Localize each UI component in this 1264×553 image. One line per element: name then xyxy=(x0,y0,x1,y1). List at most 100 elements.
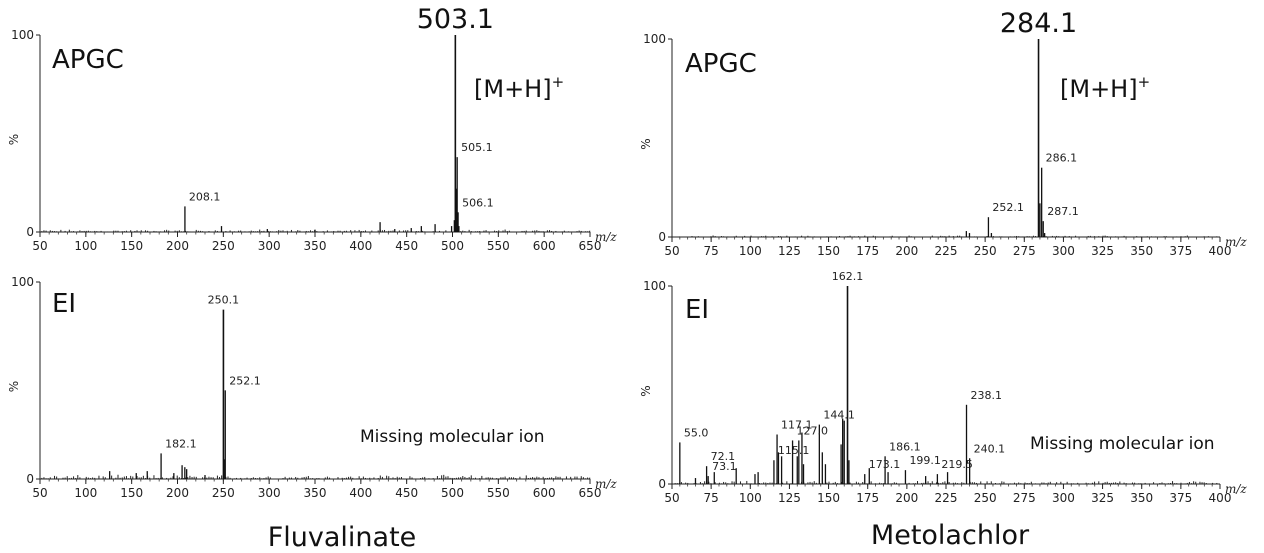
y-tick-label: 0 xyxy=(658,477,666,491)
ionization-method-label: APGC xyxy=(52,45,124,75)
spectrum-panel-metolachlor-ei: 0 100% 50 75 100 125 150 175 200 225 250 275 300 325 3… xyxy=(639,270,1247,505)
peak-label: 186.1 xyxy=(889,440,921,453)
x-tick-label: 600 xyxy=(533,239,556,253)
x-tick-label: 100 xyxy=(74,239,97,253)
ion-annotation-main: [M+H] xyxy=(474,75,552,103)
x-tick-label: 250 xyxy=(212,239,235,253)
y-tick-label: 100 xyxy=(643,32,666,46)
x-tick-label: 300 xyxy=(258,486,281,500)
y-axis-label: % xyxy=(639,385,653,396)
ion-annotation: [M+H]+ xyxy=(474,73,564,103)
ion-annotation: [M+H]+ xyxy=(1060,73,1150,103)
x-tick-label: 400 xyxy=(349,486,372,500)
y-tick-label: 100 xyxy=(11,275,34,289)
x-tick-label: 400 xyxy=(1209,244,1232,258)
x-tick-label: 375 xyxy=(1169,491,1192,505)
x-tick-label: 250 xyxy=(974,244,997,258)
peak-label: 199.1 xyxy=(909,454,941,467)
compound-label-metolachlor: Metolachlor xyxy=(871,520,1030,551)
x-tick-label: 550 xyxy=(487,486,510,500)
x-axis-label: m/z xyxy=(1225,235,1247,249)
x-tick-label: 175 xyxy=(856,244,879,258)
x-tick-label: 150 xyxy=(817,244,840,258)
peak-label: 286.1 xyxy=(1046,152,1078,165)
y-tick-label: 100 xyxy=(11,28,34,42)
peak-label: 144.1 xyxy=(823,409,855,422)
peak-label: 72.1 xyxy=(711,450,736,463)
spectrum-panel-fluvalinate-ei: 0 100% 50 100 150 200 250 300 350 400 450 500 550 600… xyxy=(7,275,617,500)
ion-annotation-superscript: + xyxy=(1138,73,1151,91)
x-tick-label: 300 xyxy=(1052,244,1075,258)
x-tick-label: 200 xyxy=(166,486,189,500)
x-tick-label: 350 xyxy=(304,239,327,253)
peak-label: 127.0 xyxy=(797,424,829,437)
peak-label: 173.1 xyxy=(869,458,901,471)
peak-label: 117.1 xyxy=(781,419,813,432)
peak-label: 208.1 xyxy=(189,190,221,203)
x-tick-label: 50 xyxy=(664,491,679,505)
y-tick-label: 0 xyxy=(26,472,34,486)
spectrum-panel-fluvalinate-apgc: 0 100% 50 100 150 200 250 300 350 400 450 500 550 600… xyxy=(7,4,617,253)
x-tick-label: 250 xyxy=(212,486,235,500)
ionization-method-label: EI xyxy=(52,289,76,319)
x-tick-label: 275 xyxy=(1013,244,1036,258)
peak-label: 287.1 xyxy=(1047,205,1079,218)
peak-label: 73.1 xyxy=(712,460,737,473)
spectrum-panel-metolachlor-apgc: 0 100% 50 75 100 125 150 175 200 225 250 275 300 325 3… xyxy=(639,8,1247,258)
x-tick-label: 550 xyxy=(487,239,510,253)
base-peak-label: 284.1 xyxy=(1000,8,1077,39)
x-tick-label: 75 xyxy=(704,491,719,505)
x-tick-label: 200 xyxy=(166,239,189,253)
x-tick-label: 375 xyxy=(1169,244,1192,258)
x-tick-label: 200 xyxy=(895,244,918,258)
y-axis-label: % xyxy=(7,381,21,392)
x-tick-label: 350 xyxy=(1130,491,1153,505)
y-axis-label: % xyxy=(639,138,653,149)
y-tick-label: 100 xyxy=(643,279,666,293)
missing-ion-note: Missing molecular ion xyxy=(360,427,545,447)
x-axis-label: m/z xyxy=(1225,482,1247,496)
x-axis-label: m/z xyxy=(595,477,617,491)
x-tick-label: 500 xyxy=(441,239,464,253)
x-tick-label: 50 xyxy=(664,244,679,258)
base-peak-label: 503.1 xyxy=(417,4,494,35)
x-tick-label: 100 xyxy=(74,486,97,500)
x-tick-label: 450 xyxy=(395,239,418,253)
x-tick-label: 150 xyxy=(120,239,143,253)
peak-label: 240.1 xyxy=(974,442,1006,455)
x-tick-label: 100 xyxy=(739,244,762,258)
x-tick-label: 50 xyxy=(32,239,47,253)
y-tick-label: 0 xyxy=(26,225,34,239)
x-tick-label: 75 xyxy=(704,244,719,258)
x-tick-label: 350 xyxy=(1130,244,1153,258)
x-tick-label: 350 xyxy=(304,486,327,500)
x-tick-label: 400 xyxy=(349,239,372,253)
x-tick-label: 200 xyxy=(895,491,918,505)
ionization-method-label: EI xyxy=(685,295,709,325)
peak-label: 55.0 xyxy=(684,426,709,439)
peak-label: 252.1 xyxy=(229,374,261,387)
ion-annotation-superscript: + xyxy=(552,73,565,91)
x-tick-label: 325 xyxy=(1091,244,1114,258)
x-tick-label: 225 xyxy=(935,244,958,258)
x-tick-label: 100 xyxy=(739,491,762,505)
peak-label: 250.1 xyxy=(208,294,240,307)
peak-label: 252.1 xyxy=(992,201,1024,214)
y-axis-label: % xyxy=(7,134,21,145)
x-tick-label: 500 xyxy=(441,486,464,500)
x-tick-label: 300 xyxy=(1052,491,1075,505)
peak-label: 162.1 xyxy=(832,270,864,283)
peak-label: 506.1 xyxy=(462,196,494,209)
x-tick-label: 450 xyxy=(395,486,418,500)
x-tick-label: 125 xyxy=(778,491,801,505)
x-tick-label: 50 xyxy=(32,486,47,500)
peak-label: 505.1 xyxy=(461,141,493,154)
x-tick-label: 150 xyxy=(120,486,143,500)
x-tick-label: 325 xyxy=(1091,491,1114,505)
peak-label: 115.1 xyxy=(778,444,810,457)
x-tick-label: 150 xyxy=(817,491,840,505)
x-tick-label: 300 xyxy=(258,239,281,253)
peak-label: 238.1 xyxy=(971,389,1003,402)
